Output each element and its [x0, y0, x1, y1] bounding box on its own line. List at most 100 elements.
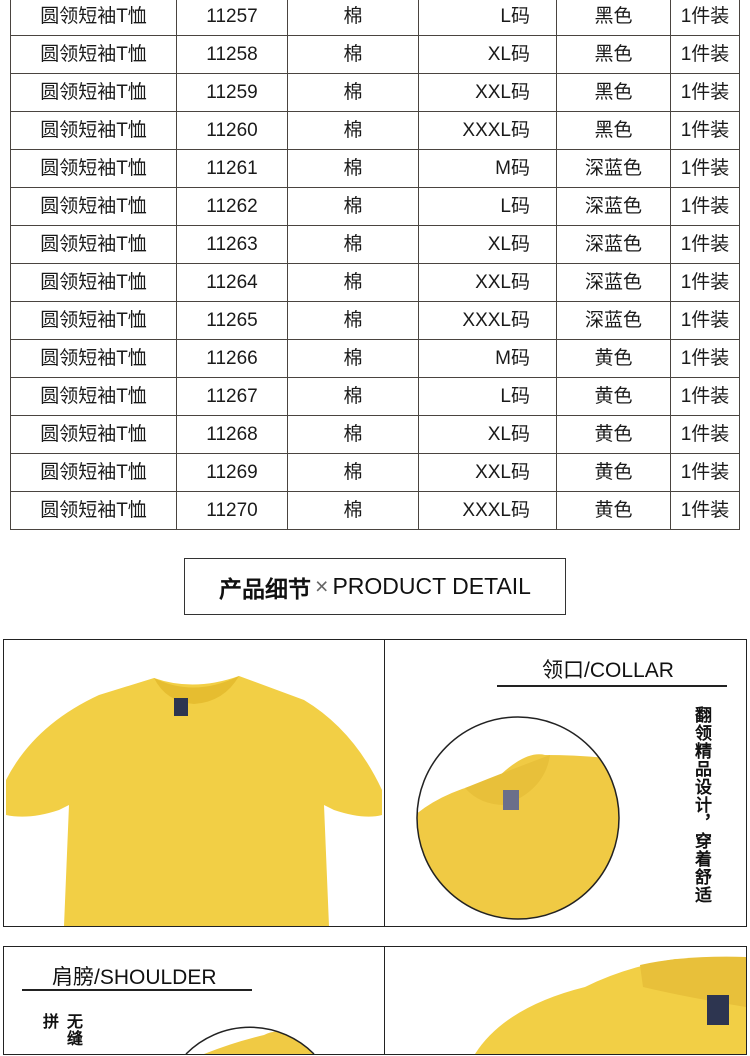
cell-name: 圆领短袖T恤 [10, 225, 177, 264]
cell-code: 11270 [176, 491, 288, 530]
cell-size: M码 [418, 339, 557, 378]
cell-code: 11258 [176, 35, 288, 74]
cell-code: 11265 [176, 301, 288, 340]
cell-material: 棉 [287, 377, 419, 416]
cell-pack: 1件装 [670, 301, 740, 340]
cell-code: 11266 [176, 339, 288, 378]
cell-color: 黑色 [556, 73, 671, 112]
table-row: 圆领短袖T恤 11268 棉 XL码 黄色 1件装 [10, 415, 740, 454]
product-detail-header: 产品细节 × PRODUCT DETAIL [184, 558, 566, 615]
cell-material: 棉 [287, 301, 419, 340]
header-separator: × [315, 573, 329, 599]
cell-code: 11269 [176, 453, 288, 492]
collar-title: 领口/COLLAR [542, 659, 674, 682]
cell-size: XL码 [418, 415, 557, 454]
cell-color: 深蓝色 [556, 225, 671, 264]
shoulder-panel: 肩膀/SHOULDER 无缝拼 [3, 946, 385, 1055]
cell-pack: 1件装 [670, 339, 740, 378]
cell-name: 圆领短袖T恤 [10, 111, 177, 150]
cell-color: 黄色 [556, 377, 671, 416]
cell-code: 11262 [176, 187, 288, 226]
collar-zoom-image [416, 716, 620, 920]
cell-pack: 1件装 [670, 111, 740, 150]
front-shirt-panel [3, 639, 385, 927]
cell-size: XXXL码 [418, 301, 557, 340]
cell-material: 棉 [287, 111, 419, 150]
table-row: 圆领短袖T恤 11270 棉 XXXL码 黄色 1件装 [10, 491, 740, 530]
cell-pack: 1件装 [670, 415, 740, 454]
cell-name: 圆领短袖T恤 [10, 339, 177, 378]
cell-pack: 1件装 [670, 453, 740, 492]
table-row: 圆领短袖T恤 11260 棉 XXXL码 黑色 1件装 [10, 111, 740, 150]
shirt-front-image [6, 676, 382, 926]
cell-pack: 1件装 [670, 491, 740, 530]
cell-name: 圆领短袖T恤 [10, 491, 177, 530]
header-cn: 产品细节 [219, 575, 312, 602]
table-row: 圆领短袖T恤 11264 棉 XXL码 深蓝色 1件装 [10, 263, 740, 302]
cell-pack: 1件装 [670, 35, 740, 74]
table-row: 圆领短袖T恤 11257 棉 L码 黑色 1件装 [10, 0, 740, 36]
cell-material: 棉 [287, 35, 419, 74]
shoulder-desc: 无缝拼 [40, 1013, 81, 1047]
cell-code: 11261 [176, 149, 288, 188]
cell-size: XXXL码 [418, 111, 557, 150]
cell-color: 深蓝色 [556, 263, 671, 302]
cell-size: L码 [418, 187, 557, 226]
collar-panel: 领口/COLLAR 翻领精品设计，穿着舒适 [384, 639, 747, 927]
cell-code: 11260 [176, 111, 288, 150]
cell-color: 黄色 [556, 415, 671, 454]
table-row: 圆领短袖T恤 11258 棉 XL码 黑色 1件装 [10, 35, 740, 74]
cell-name: 圆领短袖T恤 [10, 301, 177, 340]
cell-pack: 1件装 [670, 0, 740, 36]
cell-name: 圆领短袖T恤 [10, 453, 177, 492]
cell-color: 黄色 [556, 339, 671, 378]
table-row: 圆领短袖T恤 11267 棉 L码 黄色 1件装 [10, 377, 740, 416]
cell-name: 圆领短袖T恤 [10, 415, 177, 454]
cell-name: 圆领短袖T恤 [10, 35, 177, 74]
shirt-closeup-panel [384, 946, 747, 1055]
shoulder-rule [22, 989, 252, 991]
table-row: 圆领短袖T恤 11263 棉 XL码 深蓝色 1件装 [10, 225, 740, 264]
shoulder-zoom-image [185, 1026, 315, 1054]
cell-color: 深蓝色 [556, 149, 671, 188]
shirt-closeup-image [475, 956, 746, 1054]
cell-size: L码 [418, 0, 557, 36]
cell-code: 11267 [176, 377, 288, 416]
table-row: 圆领短袖T恤 11265 棉 XXXL码 深蓝色 1件装 [10, 301, 740, 340]
cell-size: L码 [418, 377, 557, 416]
cell-pack: 1件装 [670, 73, 740, 112]
collar-rule [497, 685, 727, 687]
cell-material: 棉 [287, 0, 419, 36]
cell-material: 棉 [287, 339, 419, 378]
cell-pack: 1件装 [670, 187, 740, 226]
cell-material: 棉 [287, 149, 419, 188]
cell-color: 黄色 [556, 491, 671, 530]
table-row: 圆领短袖T恤 11269 棉 XXL码 黄色 1件装 [10, 453, 740, 492]
cell-size: XXL码 [418, 453, 557, 492]
product-spec-table: 圆领短袖T恤 11257 棉 L码 黑色 1件装 圆领短袖T恤 11258 棉 XL码 黑色 1件装圆… [10, 0, 740, 530]
cell-material: 棉 [287, 263, 419, 302]
cell-name: 圆领短袖T恤 [10, 263, 177, 302]
cell-pack: 1件装 [670, 149, 740, 188]
shoulder-title: 肩膀/SHOULDER [52, 966, 217, 989]
cell-pack: 1件装 [670, 263, 740, 302]
collar-desc: 翻领精品设计，穿着舒适 [692, 706, 711, 904]
cell-size: XL码 [418, 35, 557, 74]
cell-size: XL码 [418, 225, 557, 264]
table-row: 圆领短袖T恤 11262 棉 L码 深蓝色 1件装 [10, 187, 740, 226]
cell-size: XXL码 [418, 263, 557, 302]
cell-color: 黑色 [556, 35, 671, 74]
cell-material: 棉 [287, 73, 419, 112]
cell-code: 11264 [176, 263, 288, 302]
cell-pack: 1件装 [670, 225, 740, 264]
cell-size: XXL码 [418, 73, 557, 112]
cell-size: XXXL码 [418, 491, 557, 530]
cell-material: 棉 [287, 453, 419, 492]
cell-name: 圆领短袖T恤 [10, 149, 177, 188]
cell-material: 棉 [287, 225, 419, 264]
cell-code: 11259 [176, 73, 288, 112]
cell-material: 棉 [287, 187, 419, 226]
header-en: PRODUCT DETAIL [332, 573, 531, 599]
cell-code: 11268 [176, 415, 288, 454]
